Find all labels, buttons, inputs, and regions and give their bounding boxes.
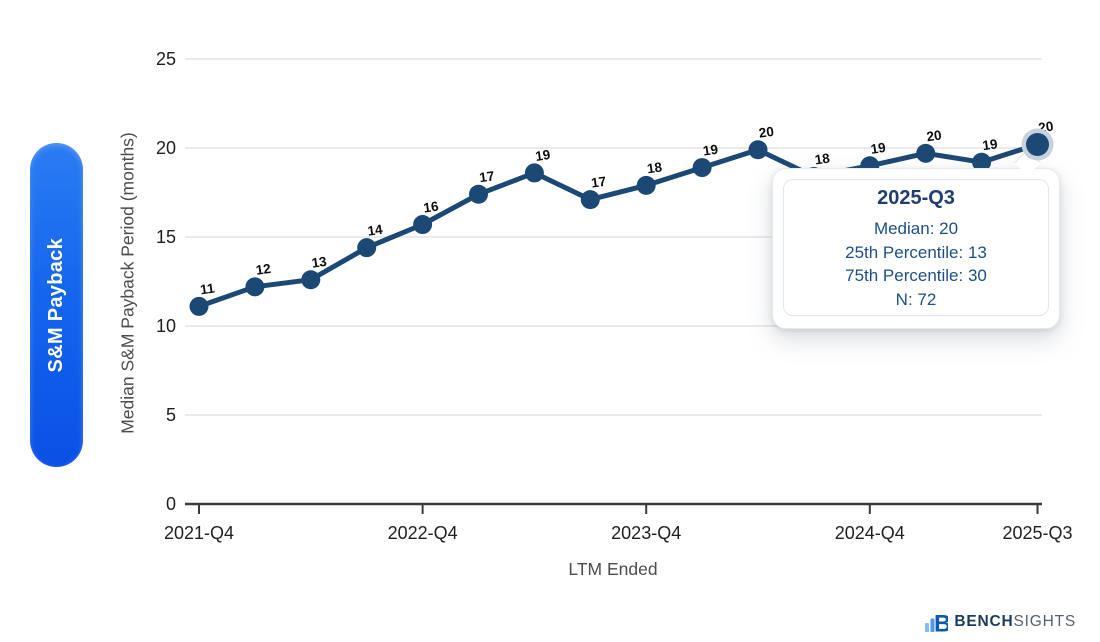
data-point-2025-Q1[interactable] [916, 143, 936, 163]
y-tick-label: 5 [166, 405, 176, 425]
x-tick-label: 2021-Q4 [164, 523, 234, 543]
x-tick-label: 2023-Q4 [611, 523, 681, 543]
data-point-label: 19 [702, 142, 719, 159]
svg-text:B: B [934, 611, 948, 635]
tooltip-p25: 25th Percentile: 13 [845, 242, 987, 262]
logo-sights: SIGHTS [1013, 612, 1076, 630]
benchsights-logo-icon: B [925, 611, 948, 635]
data-point-2023-Q1[interactable] [469, 184, 488, 204]
sm-payback-tab[interactable]: S&M Payback [30, 143, 83, 467]
data-point-2022-Q3[interactable] [357, 238, 377, 258]
chart-tooltip-body: 2025-Q3 Median: 20 25th Percentile: 13 7… [783, 179, 1049, 316]
data-point-label: 14 [367, 222, 384, 239]
data-point-label: 18 [646, 159, 663, 176]
x-tick-label: 2022-Q4 [388, 523, 458, 543]
data-point-label: 13 [311, 254, 328, 271]
tooltip-p75: 75th Percentile: 30 [845, 266, 987, 285]
data-point-label: 19 [534, 147, 551, 164]
benchsights-logo-text: BENCHSIGHTS [954, 613, 1076, 631]
data-point-label: 12 [255, 261, 272, 278]
data-point-2021-Q4[interactable] [189, 296, 209, 316]
data-point-2025-Q2[interactable] [972, 152, 992, 172]
data-point-label: 17 [590, 174, 607, 191]
chart-tooltip: 2025-Q3 Median: 20 25th Percentile: 13 7… [772, 168, 1060, 329]
y-tick-label: 25 [156, 49, 176, 69]
data-point-label: 20 [926, 127, 943, 144]
tooltip-title: 2025-Q3 [877, 187, 955, 209]
data-point-label: 17 [478, 168, 495, 185]
data-point-label: 18 [814, 150, 831, 167]
x-tick-label: 2024-Q4 [835, 523, 905, 543]
data-point-label: 11 [199, 280, 216, 297]
data-point-label: 16 [422, 199, 439, 216]
y-tick-label: 10 [156, 316, 176, 336]
median-line [196, 141, 1040, 309]
data-point-label: 20 [758, 124, 775, 141]
data-point-label: 19 [981, 136, 998, 153]
data-point-2022-Q4[interactable] [413, 215, 433, 235]
y-tick-label: 20 [156, 138, 176, 158]
logo-bench: BENCH [954, 612, 1014, 630]
data-point-2022-Q2[interactable] [301, 270, 321, 290]
data-point-label: 19 [870, 140, 887, 157]
x-tick-label: 2025-Q3 [1002, 523, 1072, 543]
y-tick-label: 15 [156, 227, 176, 247]
data-point-2023-Q2[interactable] [524, 163, 544, 183]
data-point-2023-Q4[interactable] [636, 175, 656, 195]
data-point-label: 20 [1037, 119, 1054, 136]
x-axis-title: LTM Ended [568, 559, 658, 579]
benchsights-logo: B BENCHSIGHTS [923, 609, 1076, 634]
highlighted-data-point[interactable] [1026, 133, 1049, 156]
y-tick-label: 0 [166, 494, 176, 514]
data-point-2022-Q1[interactable] [245, 277, 265, 297]
tooltip-n: N: 72 [895, 289, 937, 309]
data-point-2023-Q3[interactable] [580, 190, 600, 210]
data-point-2024-Q1[interactable] [692, 158, 712, 178]
data-point-2024-Q2[interactable] [748, 140, 768, 160]
tooltip-median: Median: 20 [873, 219, 959, 238]
